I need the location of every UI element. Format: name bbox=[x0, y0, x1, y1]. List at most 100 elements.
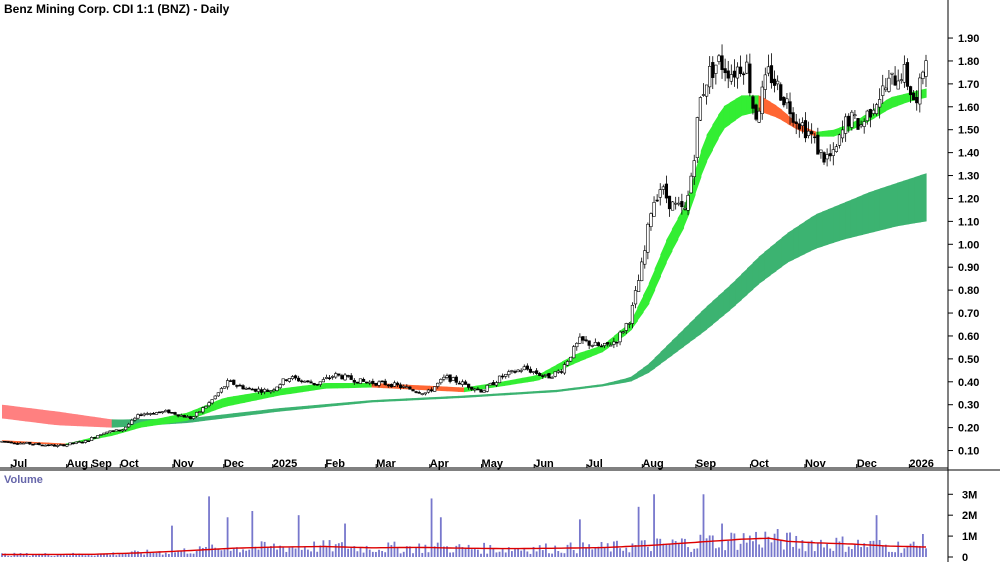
volume-bar bbox=[622, 550, 625, 557]
candle-body bbox=[887, 77, 891, 92]
x-tick-label: Sep bbox=[696, 458, 716, 470]
x-tick-label: Mar bbox=[376, 458, 396, 470]
volume-bar bbox=[371, 551, 374, 557]
short-ribbon-segment bbox=[579, 350, 586, 362]
candle-body bbox=[816, 134, 820, 155]
candle-body bbox=[120, 429, 125, 432]
candle-body bbox=[612, 341, 616, 345]
volume-bar bbox=[201, 547, 204, 557]
volume-bar bbox=[297, 515, 300, 557]
volume-bar bbox=[795, 535, 798, 557]
long-ribbon-segment bbox=[342, 402, 350, 406]
candle-body bbox=[501, 375, 505, 378]
volume-bar bbox=[387, 542, 390, 557]
candle-body bbox=[185, 416, 190, 418]
candle-body bbox=[633, 290, 638, 305]
candle-body bbox=[352, 379, 356, 383]
volume-bar bbox=[112, 552, 115, 557]
volume-bar bbox=[143, 554, 146, 557]
long-ribbon-segment bbox=[775, 237, 783, 272]
candle-body bbox=[670, 201, 675, 211]
volume-bars bbox=[1, 494, 927, 557]
short-ribbon-segment bbox=[296, 385, 303, 393]
volume-bar bbox=[616, 540, 618, 557]
volume-bar bbox=[603, 547, 606, 557]
volume-bar bbox=[316, 551, 319, 557]
candle-body bbox=[386, 384, 390, 387]
volume-bar bbox=[881, 546, 884, 557]
volume-bar bbox=[711, 535, 714, 557]
volume-bar bbox=[650, 551, 652, 557]
candle-body bbox=[649, 213, 653, 227]
candle-body bbox=[717, 55, 721, 62]
candle-body bbox=[358, 378, 363, 384]
candle-body bbox=[701, 94, 706, 96]
price-x-ticks: Jul Aug Sep Oct Nov Dec 2025 Feb Mar Apr May Jun Jul… bbox=[10, 458, 934, 470]
short-ribbon-segment bbox=[446, 386, 454, 392]
volume-bar bbox=[767, 536, 770, 557]
candle-body bbox=[90, 437, 94, 441]
short-ribbon-segment bbox=[250, 392, 257, 402]
candle-body bbox=[871, 109, 876, 114]
long-ribbon-segment bbox=[198, 416, 205, 422]
long-ribbon-segment bbox=[82, 415, 90, 427]
candle-body bbox=[538, 373, 542, 376]
volume-bar bbox=[841, 536, 844, 557]
volume-bar bbox=[78, 553, 81, 557]
volume-bar bbox=[671, 539, 674, 557]
candle-body bbox=[31, 443, 35, 446]
volume-bar bbox=[560, 552, 563, 557]
volume-bar bbox=[847, 546, 850, 557]
candle-body bbox=[331, 376, 335, 378]
short-ribbon-segment bbox=[712, 114, 719, 151]
candle-body bbox=[473, 388, 477, 391]
candle-body bbox=[779, 84, 783, 101]
candle-body bbox=[915, 96, 919, 104]
long-ribbon-segment bbox=[406, 398, 413, 401]
volume-bar bbox=[254, 546, 257, 557]
y-tick-label: 0.20 bbox=[958, 423, 979, 435]
y-tick-label: 0.50 bbox=[958, 354, 979, 366]
volume-bar bbox=[81, 554, 84, 557]
long-ribbon-segment bbox=[481, 394, 488, 397]
candle-body bbox=[173, 412, 177, 415]
candle-body bbox=[711, 62, 715, 78]
candle-body bbox=[510, 370, 514, 372]
volume-bar bbox=[418, 543, 421, 557]
candle-body bbox=[726, 70, 730, 79]
volume-bar bbox=[850, 549, 853, 557]
volume-bar bbox=[378, 549, 380, 557]
long-ribbon-segment bbox=[325, 403, 332, 407]
long-ribbon-segment bbox=[793, 225, 800, 260]
candle-body bbox=[433, 386, 437, 392]
candle-body bbox=[569, 356, 573, 362]
volume-bar bbox=[331, 551, 334, 557]
candle-body bbox=[327, 377, 332, 380]
candle-body bbox=[232, 379, 236, 385]
volume-bar bbox=[891, 551, 893, 557]
candle-body bbox=[695, 117, 699, 158]
candle-body bbox=[803, 120, 808, 139]
candle-body bbox=[439, 379, 443, 384]
candle-body bbox=[519, 370, 523, 372]
long-ribbon-segment bbox=[556, 389, 563, 393]
candle-body bbox=[402, 385, 406, 388]
volume-bar bbox=[523, 548, 526, 557]
candle-body bbox=[263, 388, 267, 393]
candle-body bbox=[525, 365, 529, 370]
candle-body bbox=[340, 375, 344, 380]
long-ribbon-segment bbox=[752, 256, 760, 290]
volume-bar bbox=[266, 547, 269, 557]
long-ribbon-segment bbox=[683, 323, 690, 347]
candle-body bbox=[896, 80, 900, 90]
volume-bar bbox=[498, 551, 501, 557]
volume-bar bbox=[801, 540, 804, 557]
volume-bar bbox=[733, 533, 736, 557]
y-tick-label: 1.30 bbox=[958, 171, 979, 183]
long-ribbon-segment bbox=[770, 242, 777, 276]
long-ribbon-segment bbox=[423, 397, 430, 400]
volume-bar bbox=[724, 550, 727, 557]
long-ribbon-segment bbox=[689, 317, 696, 343]
volume-bar bbox=[668, 543, 671, 557]
